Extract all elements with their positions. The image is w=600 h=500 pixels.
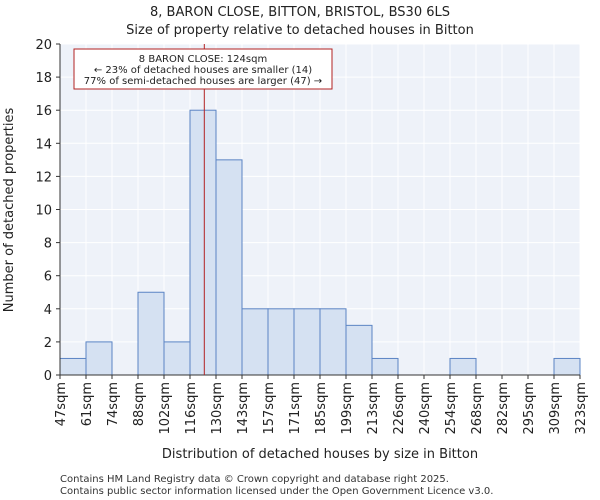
y-axis-label: Number of detached properties	[2, 108, 17, 313]
x-tick-label: 295sqm	[522, 382, 537, 435]
x-tick-label: 185sqm	[314, 382, 329, 435]
x-tick-label: 116sqm	[184, 382, 199, 435]
y-tick-label: 18	[35, 71, 52, 86]
bar	[59, 357, 87, 376]
annotation-line-3: 77% of semi-detached houses are larger (…	[84, 76, 322, 87]
x-tick-label: 254sqm	[444, 382, 459, 435]
x-tick-label: 282sqm	[496, 382, 511, 435]
x-tick-label: 74sqm	[106, 382, 121, 426]
chart-title: 8, BARON CLOSE, BITTON, BRISTOL, BS30 6L…	[150, 5, 450, 20]
footer-line-2: Contains public sector information licen…	[60, 486, 493, 497]
chart-subtitle: Size of property relative to detached ho…	[126, 23, 474, 38]
y-tick-label: 10	[35, 204, 52, 219]
bar	[215, 159, 243, 376]
x-axis-label: Distribution of detached houses by size …	[162, 447, 478, 462]
bar	[449, 357, 477, 376]
bar	[319, 308, 347, 376]
x-tick-label: 199sqm	[340, 382, 355, 435]
bar	[371, 357, 399, 376]
x-tick-label: 102sqm	[158, 382, 173, 435]
x-tick-label: 268sqm	[470, 382, 485, 435]
y-tick-label: 16	[35, 104, 52, 119]
x-tick-label: 61sqm	[80, 382, 95, 426]
bar	[345, 324, 373, 376]
x-tick-label: 157sqm	[262, 382, 277, 435]
x-tick-label: 171sqm	[288, 382, 303, 435]
y-tick-label: 6	[44, 270, 52, 285]
annotation-box	[73, 48, 333, 90]
x-tick-label: 130sqm	[210, 382, 225, 435]
x-tick-label: 143sqm	[236, 382, 251, 435]
annotation-line-2: ← 23% of detached houses are smaller (14…	[94, 65, 312, 76]
y-tick-label: 0	[44, 369, 52, 384]
x-tick-label: 226sqm	[392, 382, 407, 435]
bar	[241, 308, 269, 376]
annotation-line-1: 8 BARON CLOSE: 124sqm	[139, 54, 267, 65]
bar	[137, 291, 165, 376]
bar	[553, 357, 581, 376]
plot-area: 0 2 4 6 8 10 12 14 16 18 20 47sqm 61sqm 74sqm 88sqm 102…	[35, 38, 589, 435]
y-tick-label: 20	[35, 38, 52, 53]
y-tick-label: 4	[44, 303, 52, 318]
x-tick-label: 323sqm	[574, 382, 589, 435]
x-tick-label: 309sqm	[548, 382, 563, 435]
x-tick-label: 213sqm	[366, 382, 381, 435]
y-tick-label: 12	[35, 170, 52, 185]
footer-line-1: Contains HM Land Registry data © Crown c…	[60, 474, 449, 485]
bar	[293, 308, 321, 376]
y-tick-label: 2	[44, 336, 52, 351]
bar	[85, 341, 113, 376]
bar	[163, 341, 191, 376]
bar	[267, 308, 295, 376]
y-tick-label: 14	[35, 137, 52, 152]
x-tick-label: 240sqm	[418, 382, 433, 435]
y-tick-label: 8	[44, 237, 52, 252]
bar	[189, 109, 217, 376]
x-tick-label: 47sqm	[54, 382, 69, 426]
x-tick-label: 88sqm	[132, 382, 147, 426]
